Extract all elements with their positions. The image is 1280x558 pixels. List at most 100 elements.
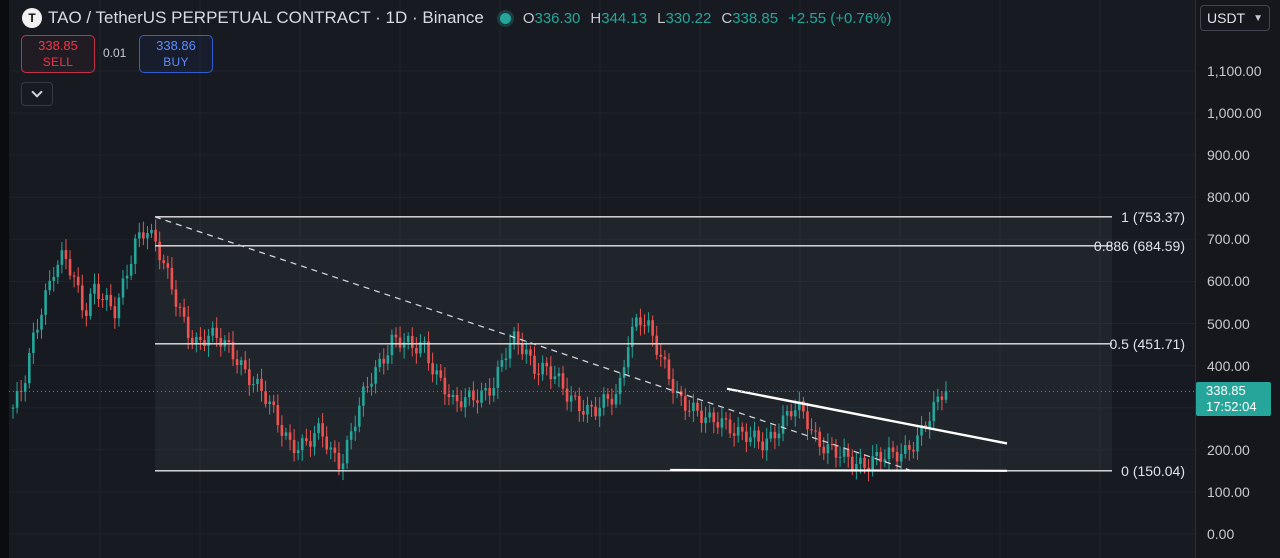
candle-body (451, 394, 455, 398)
candle-body (166, 263, 170, 268)
candle-body (806, 411, 809, 430)
candle-body (740, 426, 744, 432)
y-axis-tick-label: 1,000.00 (1207, 105, 1262, 121)
buy-label: BUY (163, 55, 189, 69)
candle-body (814, 430, 817, 432)
candle-body (871, 456, 874, 471)
candle-body (138, 232, 141, 239)
candle-body (345, 439, 349, 464)
candle-body (903, 445, 907, 454)
candle-body (23, 383, 27, 392)
candle-body (398, 337, 402, 348)
candle-body (504, 358, 508, 361)
candle-body (125, 275, 129, 279)
candle-body (402, 342, 406, 348)
candle-body (810, 429, 813, 431)
candle-body (76, 276, 80, 286)
candle-body (488, 388, 491, 396)
candle-body (590, 404, 593, 407)
candle-body (27, 353, 31, 384)
change-value: +2.55 (+0.76%) (788, 9, 892, 27)
candle-body (313, 433, 316, 447)
sell-price: 338.85 (38, 38, 78, 53)
candle-body (252, 383, 255, 386)
candle-body (264, 391, 267, 405)
candle-body (728, 419, 732, 434)
candle-body (798, 400, 801, 411)
sell-label: SELL (42, 55, 74, 69)
candle-body (639, 317, 642, 326)
candle-body (895, 451, 899, 462)
candle-body (435, 370, 439, 375)
candle-body (231, 341, 235, 360)
candle-body (520, 343, 524, 355)
candle-body (586, 404, 589, 415)
candle-body (337, 452, 341, 470)
candle-body (561, 373, 565, 389)
price-chart[interactable]: 1 (753.37) 0.886 (684.59) 0.5 (451.71) 0 (1… (9, 0, 1195, 558)
candle-body (109, 294, 113, 307)
candle-body (321, 423, 324, 437)
candle-body (85, 310, 88, 317)
candle-body (916, 435, 919, 452)
candle-body (602, 394, 606, 408)
low-value: 330.22 (665, 9, 712, 27)
candle-body (15, 390, 19, 408)
support-trendline (669, 468, 1008, 472)
currency-select[interactable]: USDT ▼ (1200, 5, 1270, 31)
symbol-title[interactable]: TAO / TetherUS PERPETUAL CONTRACT · 1D ·… (48, 8, 484, 27)
candle-body (635, 317, 638, 327)
y-axis-tick-label: 100.00 (1207, 483, 1250, 500)
candle-body (455, 394, 459, 402)
candle-body (545, 362, 549, 367)
candle-body (920, 424, 923, 436)
candle-body (529, 349, 532, 356)
candle-body (158, 241, 161, 261)
candle-body (459, 401, 463, 408)
candle-body (565, 388, 569, 402)
candle-body (97, 283, 100, 300)
sell-button[interactable]: 338.85 SELL (21, 35, 95, 73)
buy-button[interactable]: 338.86 BUY (139, 35, 213, 73)
candle-body (427, 341, 430, 364)
candle-body (80, 285, 84, 311)
open-label: O (522, 9, 535, 27)
fib-level-label: 0 (150.04) (1121, 463, 1185, 479)
candle-body (178, 306, 182, 308)
candle-body (912, 449, 915, 452)
candle-body (936, 396, 940, 403)
y-axis-tick-label: 1,100.00 (1207, 62, 1262, 79)
candle-body (541, 362, 544, 375)
candle-body (484, 388, 487, 391)
candle-body (773, 431, 777, 439)
candle-body (211, 327, 214, 336)
candle-body (480, 390, 483, 403)
candle-body (300, 438, 304, 451)
collapse-button[interactable] (21, 82, 53, 106)
candle-body (288, 432, 292, 440)
high-value: 344.13 (601, 9, 648, 27)
candle-body (349, 431, 353, 440)
chart-area[interactable]: 1 (753.37) 0.886 (684.59) 0.5 (451.71) 0 (1… (9, 0, 1195, 558)
candle-body (700, 410, 703, 424)
candle-body (195, 336, 198, 344)
candle-body (390, 334, 394, 356)
candle-body (802, 400, 805, 412)
candle-body (899, 453, 903, 462)
candle-body (818, 431, 821, 447)
candle-body (113, 306, 117, 319)
candle-body (618, 377, 622, 395)
buy-price: 338.86 (156, 38, 196, 53)
candle-body (781, 415, 785, 434)
ohlc-readout: O336.30 H344.13 L330.22 C338.85 +2.55 (+… (523, 10, 892, 27)
candle-body (704, 417, 707, 424)
currency-value: USDT (1207, 10, 1246, 26)
candle-body (716, 422, 720, 428)
candle-body (68, 258, 72, 276)
candle-body (182, 307, 186, 317)
candle-body (170, 267, 174, 290)
candle-body (443, 377, 447, 395)
price-axis[interactable] (1195, 0, 1280, 558)
candle-body (500, 360, 504, 367)
candle-body (105, 294, 109, 301)
